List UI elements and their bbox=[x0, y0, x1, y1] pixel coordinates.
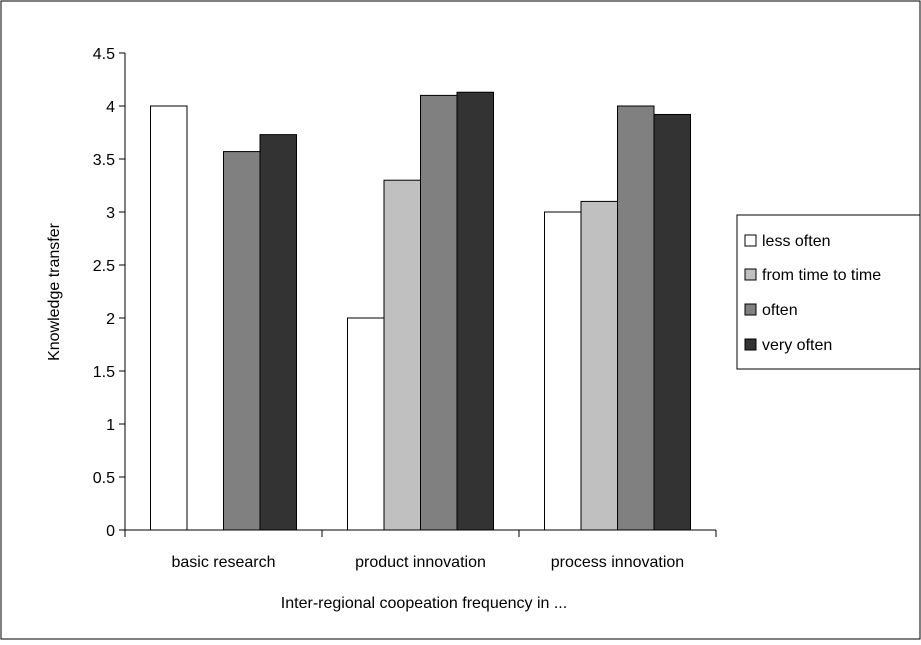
y-tick-label: 3.5 bbox=[93, 152, 115, 169]
bar bbox=[617, 105, 655, 531]
legend-swatch bbox=[744, 268, 757, 281]
legend: less often from time to time often very oft… bbox=[736, 214, 921, 370]
bar bbox=[259, 134, 297, 531]
y-tick-label: 4.5 bbox=[93, 46, 115, 63]
legend-swatch bbox=[744, 303, 757, 316]
bars-layer bbox=[150, 91, 691, 531]
legend-box bbox=[736, 214, 921, 370]
bar bbox=[653, 113, 691, 531]
x-ticks-layer: basic research product innovation process … bbox=[124, 530, 717, 571]
bar bbox=[347, 317, 385, 531]
legend-label: less often bbox=[762, 233, 830, 250]
bar bbox=[580, 200, 618, 531]
legend-swatch bbox=[744, 338, 757, 351]
legend-swatch bbox=[744, 234, 757, 247]
y-tick-label: 3 bbox=[106, 205, 115, 222]
bar bbox=[420, 94, 458, 531]
y-tick-label: 1 bbox=[106, 417, 115, 434]
bar bbox=[383, 179, 421, 531]
y-tick-label: 4 bbox=[106, 99, 115, 116]
x-category-label: product innovation bbox=[355, 554, 486, 571]
y-tick-label: 1.5 bbox=[93, 364, 115, 381]
y-tick-label: 2 bbox=[106, 311, 115, 328]
bar bbox=[150, 105, 188, 531]
y-tick-label: 0 bbox=[106, 523, 115, 540]
bar bbox=[456, 91, 494, 531]
x-category-label: basic research bbox=[171, 554, 275, 571]
legend-label: from time to time bbox=[762, 267, 881, 284]
x-axis-title: Inter-regional coopeation frequency in .… bbox=[281, 595, 567, 612]
legend-label: often bbox=[762, 302, 798, 319]
bar bbox=[544, 211, 582, 531]
y-tick-label: 2.5 bbox=[93, 258, 115, 275]
y-tick-label: 0.5 bbox=[93, 470, 115, 487]
legend-label: very often bbox=[762, 337, 832, 354]
x-category-label: process innovation bbox=[551, 554, 684, 571]
y-axis-title: Knowledge transfer bbox=[46, 222, 63, 361]
bar bbox=[223, 151, 261, 531]
y-ticks-layer: 0 0.5 1 1.5 2 2.5 3 3.5 4 4.5 bbox=[93, 46, 125, 540]
